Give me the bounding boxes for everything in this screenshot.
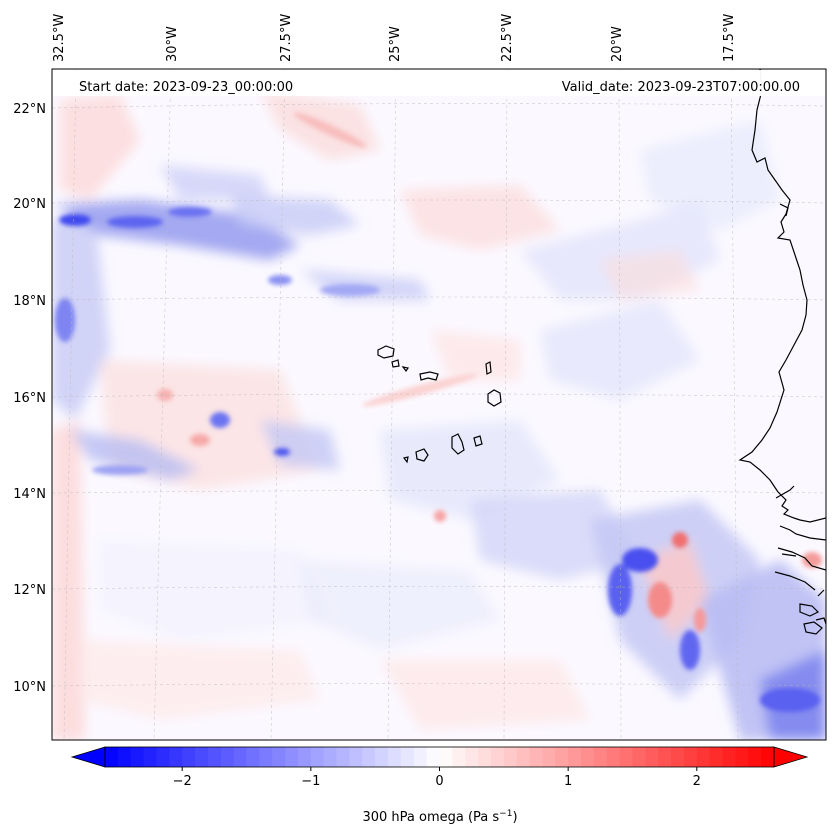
lon-label: 27.5°W [279, 14, 294, 62]
colorbar-segment [593, 747, 608, 767]
graticule [52, 69, 826, 740]
lon-label: 22.5°W [500, 14, 515, 62]
lat-label: 10°N [13, 680, 46, 695]
longitude-labels: 32.5°W 30°W 27.5°W 25°W 22.5°W 20°W 17.5°W [52, 14, 737, 62]
colorbar-extend-min [70, 746, 106, 768]
colorbar-segment [671, 747, 685, 767]
map-panel: Start date: 2023-09-23_00:00:00 Valid_da… [51, 68, 827, 741]
colorbar-segment [169, 747, 183, 767]
colorbar-segment [722, 747, 736, 767]
colorbar-segment [336, 747, 350, 767]
header-strip [53, 70, 825, 96]
omega-field [52, 69, 826, 740]
colorbar-segment [375, 747, 389, 767]
map-frame [51, 68, 827, 741]
colorbar-segments [105, 747, 775, 767]
colorbar-segment [156, 747, 170, 767]
colorbar-segment [761, 747, 775, 767]
colorbar-segment [542, 747, 556, 767]
colorbar-extend-max [773, 746, 809, 768]
colorbar-segment [439, 747, 453, 767]
colorbar-tick-label: −1 [301, 774, 320, 789]
colorbar-segment [362, 747, 376, 767]
africa-coastline [738, 69, 826, 523]
colorbar-segment [735, 747, 749, 767]
start-date-label: Start date: 2023-09-23_00:00:00 [79, 80, 293, 95]
lat-label: 22°N [13, 102, 46, 117]
lat-label: 18°N [13, 294, 46, 309]
colorbar-segment [529, 747, 543, 767]
colorbar-segment [220, 747, 235, 767]
lon-label: 25°W [388, 26, 403, 62]
colorbar-segment [645, 747, 659, 767]
colorbar-tick-label: 1 [564, 774, 572, 789]
colorbar-segment [297, 747, 312, 767]
colorbar: −2 −1 0 1 2 300 hPa omega (Pa s−1) [70, 746, 809, 825]
colorbar-segment [388, 747, 402, 767]
colorbar-segment [503, 747, 518, 767]
lat-label: 14°N [13, 487, 46, 502]
colorbar-segment [619, 747, 633, 767]
colorbar-segment [555, 747, 569, 767]
colorbar-segment [748, 747, 762, 767]
colorbar-label: 300 hPa omega (Pa s−1) [362, 809, 517, 825]
colorbar-tick-label: 2 [693, 774, 701, 789]
valid-date-label: Valid_date: 2023-09-23T07:00:00.00 [562, 80, 800, 95]
colorbar-segment [581, 747, 595, 767]
lon-label: 30°W [165, 26, 180, 62]
colorbar-segment [117, 747, 132, 767]
colorbar-segment [195, 747, 209, 767]
lat-label: 20°N [13, 197, 46, 212]
colorbar-segment [709, 747, 724, 767]
colorbar-segment [323, 747, 338, 767]
colorbar-ticks: −2 −1 0 1 2 [173, 767, 701, 789]
colorbar-tick-label: 0 [435, 774, 443, 789]
colorbar-segment [246, 747, 260, 767]
colorbar-segment [130, 747, 145, 767]
colorbar-segment [413, 747, 428, 767]
lon-label: 32.5°W [52, 14, 67, 62]
lon-label: 17.5°W [722, 14, 737, 62]
colorbar-segment [683, 747, 698, 767]
colorbar-segment [465, 747, 479, 767]
colorbar-segment [568, 747, 582, 767]
coastlines [738, 69, 826, 635]
colorbar-segment [426, 747, 440, 767]
colorbar-segment [259, 747, 273, 767]
colorbar-segment [490, 747, 505, 767]
lat-label: 16°N [13, 391, 46, 406]
colorbar-segment [207, 747, 222, 767]
colorbar-segment [143, 747, 157, 767]
latitude-labels: 22°N 20°N 18°N 16°N 14°N 12°N 10°N [13, 102, 46, 695]
colorbar-segment [349, 747, 363, 767]
colorbar-segment [452, 747, 466, 767]
colorbar-segment [478, 747, 492, 767]
colorbar-segment [233, 747, 248, 767]
colorbar-segment [632, 747, 646, 767]
colorbar-segment [182, 747, 196, 767]
colorbar-segment [516, 747, 531, 767]
colorbar-segment [606, 747, 621, 767]
colorbar-segment [310, 747, 325, 767]
colorbar-segment [272, 747, 286, 767]
lon-label: 20°W [610, 26, 625, 62]
colorbar-segment [105, 747, 119, 767]
cape-verde-islands [377, 345, 502, 464]
colorbar-segment [696, 747, 711, 767]
lat-label: 12°N [13, 583, 46, 598]
colorbar-segment [285, 747, 299, 767]
colorbar-tick-label: −2 [173, 774, 192, 789]
colorbar-segment [400, 747, 415, 767]
colorbar-segment [658, 747, 672, 767]
